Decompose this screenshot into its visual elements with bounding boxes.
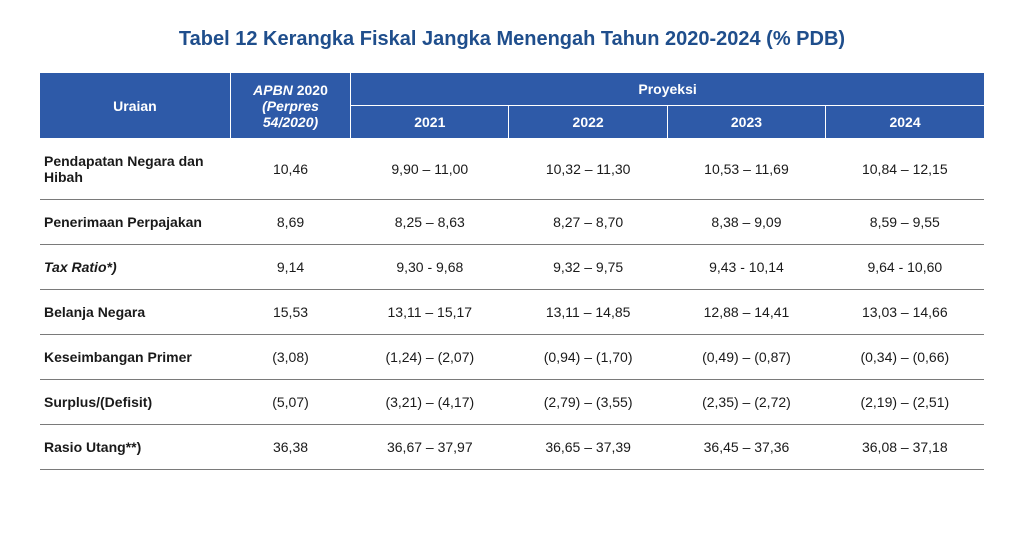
cell: 10,53 – 11,69: [667, 139, 825, 200]
cell: 8,25 – 8,63: [351, 200, 509, 245]
th-apbn-line2: (Perpres: [262, 98, 319, 114]
cell: (2,79) – (3,55): [509, 380, 667, 425]
cell: 10,84 – 12,15: [826, 139, 984, 200]
cell: 36,65 – 37,39: [509, 425, 667, 470]
table-row: Penerimaan Perpajakan 8,69 8,25 – 8,63 8…: [40, 200, 984, 245]
row-label: Belanja Negara: [40, 290, 230, 335]
cell: 15,53: [230, 290, 350, 335]
cell: (1,24) – (2,07): [351, 335, 509, 380]
table-row: Keseimbangan Primer (3,08) (1,24) – (2,0…: [40, 335, 984, 380]
cell: 13,11 – 14,85: [509, 290, 667, 335]
table-body: Pendapatan Negara dan Hibah 10,46 9,90 –…: [40, 139, 984, 470]
cell: 36,38: [230, 425, 350, 470]
cell: 8,27 – 8,70: [509, 200, 667, 245]
cell: (3,08): [230, 335, 350, 380]
table-row: Surplus/(Defisit) (5,07) (3,21) – (4,17)…: [40, 380, 984, 425]
th-2023: 2023: [667, 106, 825, 139]
th-2022: 2022: [509, 106, 667, 139]
th-apbn-year: 2020: [293, 82, 328, 98]
cell: (5,07): [230, 380, 350, 425]
cell: 9,64 - 10,60: [826, 245, 984, 290]
cell: 8,69: [230, 200, 350, 245]
row-label: Penerimaan Perpajakan: [40, 200, 230, 245]
cell: 9,32 – 9,75: [509, 245, 667, 290]
cell: (3,21) – (4,17): [351, 380, 509, 425]
cell: (0,34) – (0,66): [826, 335, 984, 380]
cell: 10,32 – 11,30: [509, 139, 667, 200]
cell: 10,46: [230, 139, 350, 200]
th-apbn: APBN 2020 (Perpres 54/2020): [230, 73, 350, 139]
cell: 9,43 - 10,14: [667, 245, 825, 290]
cell: 9,14: [230, 245, 350, 290]
table-row: Belanja Negara 15,53 13,11 – 15,17 13,11…: [40, 290, 984, 335]
row-label: Rasio Utang**): [40, 425, 230, 470]
cell: 13,03 – 14,66: [826, 290, 984, 335]
row-label: Surplus/(Defisit): [40, 380, 230, 425]
cell: 9,90 – 11,00: [351, 139, 509, 200]
th-2024: 2024: [826, 106, 984, 139]
cell: 36,67 – 37,97: [351, 425, 509, 470]
cell: 12,88 – 14,41: [667, 290, 825, 335]
cell: (2,19) – (2,51): [826, 380, 984, 425]
row-label: Pendapatan Negara dan Hibah: [40, 139, 230, 200]
th-proyeksi: Proyeksi: [351, 73, 984, 106]
cell: 8,38 – 9,09: [667, 200, 825, 245]
th-uraian: Uraian: [40, 73, 230, 139]
cell: 13,11 – 15,17: [351, 290, 509, 335]
row-label: Tax Ratio*): [40, 245, 230, 290]
th-apbn-line1: APBN: [253, 82, 293, 98]
cell: 8,59 – 9,55: [826, 200, 984, 245]
table-container: Tabel 12 Kerangka Fiskal Jangka Menengah…: [0, 0, 1024, 470]
fiscal-framework-table: Uraian APBN 2020 (Perpres 54/2020) Proye…: [40, 73, 984, 470]
cell: (0,94) – (1,70): [509, 335, 667, 380]
table-title: Tabel 12 Kerangka Fiskal Jangka Menengah…: [40, 28, 984, 51]
th-2021: 2021: [351, 106, 509, 139]
table-row: Tax Ratio*) 9,14 9,30 - 9,68 9,32 – 9,75…: [40, 245, 984, 290]
table-row: Pendapatan Negara dan Hibah 10,46 9,90 –…: [40, 139, 984, 200]
cell: 36,45 – 37,36: [667, 425, 825, 470]
table-row: Rasio Utang**) 36,38 36,67 – 37,97 36,65…: [40, 425, 984, 470]
table-header: Uraian APBN 2020 (Perpres 54/2020) Proye…: [40, 73, 984, 139]
row-label: Keseimbangan Primer: [40, 335, 230, 380]
cell: 36,08 – 37,18: [826, 425, 984, 470]
th-apbn-line3: 54/2020): [263, 114, 318, 130]
cell: (0,49) – (0,87): [667, 335, 825, 380]
cell: 9,30 - 9,68: [351, 245, 509, 290]
cell: (2,35) – (2,72): [667, 380, 825, 425]
